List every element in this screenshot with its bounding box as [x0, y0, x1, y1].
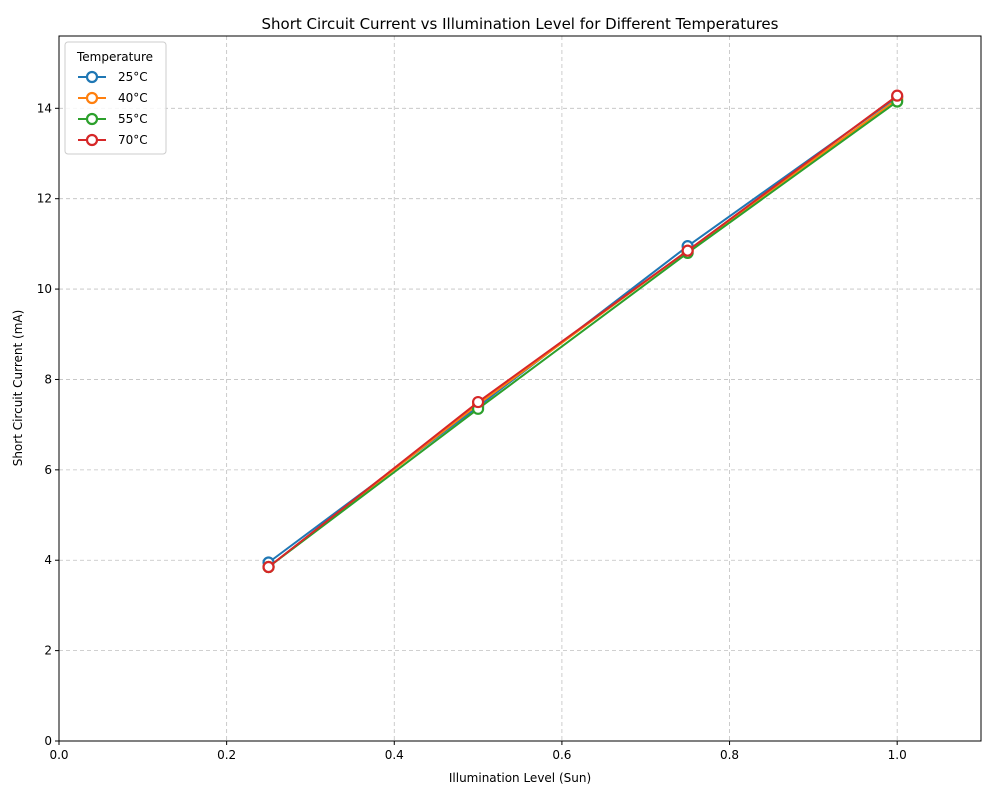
data-point [471, 395, 485, 409]
legend-swatch-marker [85, 133, 99, 147]
y-tick-label: 12 [37, 192, 52, 206]
y-tick-label: 14 [37, 101, 52, 115]
series-line [267, 94, 898, 568]
series-4 [262, 89, 904, 574]
chart-title: Short Circuit Current vs Illumination Le… [262, 15, 779, 33]
legend-label: 40°C [118, 91, 148, 105]
y-tick-label: 0 [44, 734, 52, 748]
series-line [267, 100, 898, 568]
legend: Temperature 25°C 40°C 55°C 70°C [64, 41, 167, 155]
legend-swatch-marker [85, 91, 99, 105]
y-tick-label: 8 [44, 372, 52, 386]
legend-swatch-marker [85, 70, 99, 84]
x-tick-label: 0.2 [217, 748, 236, 762]
series-layer [262, 89, 904, 574]
y-tick-label: 4 [44, 553, 52, 567]
y-tick-label: 2 [44, 644, 52, 658]
legend-entry: 40°C [78, 91, 148, 105]
legend-title: Temperature [76, 50, 153, 64]
legend-entry: 25°C [78, 70, 148, 84]
legend-label: 25°C [118, 70, 148, 84]
plot-frame [58, 35, 982, 742]
x-axis: 0.0 0.2 0.4 0.6 0.8 1.0 [49, 741, 907, 762]
legend-entry: 55°C [78, 112, 148, 126]
y-axis-label: Short Circuit Current (mA) [11, 310, 25, 467]
y-axis: 0 2 4 6 8 10 12 14 [37, 101, 59, 748]
x-tick-label: 1.0 [888, 748, 907, 762]
legend-entry: 70°C [78, 133, 148, 147]
legend-entries: 25°C 40°C 55°C 70°C [78, 70, 148, 147]
legend-label: 70°C [118, 133, 148, 147]
data-point [262, 560, 275, 574]
y-tick-label: 10 [37, 282, 52, 296]
x-tick-label: 0.0 [49, 748, 68, 762]
x-tick-label: 0.4 [385, 748, 404, 762]
data-point [891, 89, 904, 102]
legend-swatch-marker [85, 112, 99, 126]
x-tick-label: 0.6 [552, 748, 571, 762]
x-axis-label: Illumination Level (Sun) [449, 771, 591, 785]
data-point [681, 244, 694, 257]
legend-label: 55°C [118, 112, 148, 126]
y-tick-label: 6 [44, 463, 52, 477]
legend-box [64, 41, 167, 155]
x-tick-label: 0.8 [720, 748, 739, 762]
